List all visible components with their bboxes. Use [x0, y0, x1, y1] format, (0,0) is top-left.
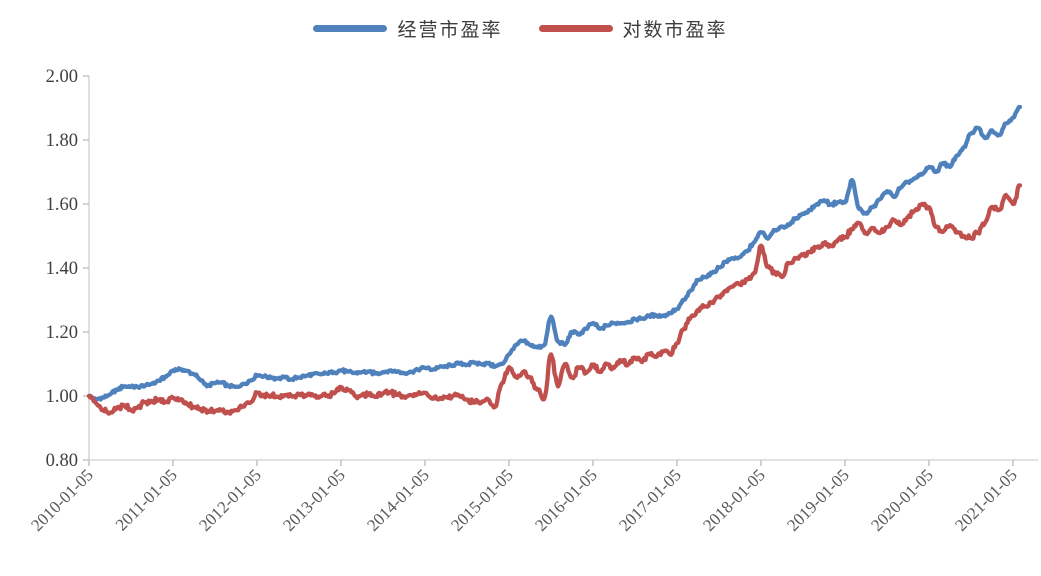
legend-label-operating-pe: 经营市盈率: [397, 20, 503, 41]
x-tick-label: 2018-01-05: [699, 465, 769, 535]
series-line-operating-pe: [86, 104, 1023, 402]
y-tick-label: 1.40: [46, 259, 78, 279]
chart-legend: 经营市盈率 对数市盈率: [0, 15, 1041, 42]
x-tick-label: 2015-01-05: [447, 465, 517, 535]
x-tick-label: 2017-01-05: [615, 465, 685, 535]
y-tick-label: 1.20: [46, 323, 78, 343]
x-tick-label: 2012-01-05: [195, 465, 265, 535]
x-tick-label: 2019-01-05: [783, 465, 853, 535]
y-tick-label: 0.80: [46, 451, 78, 471]
x-tick-label: 2011-01-05: [112, 465, 181, 534]
legend-item-operating-pe: 经营市盈率: [313, 15, 502, 42]
y-tick-label: 1.80: [46, 131, 78, 151]
x-tick-label: 2014-01-05: [363, 465, 433, 535]
legend-swatch-red-line: [538, 25, 613, 32]
x-tick-label: 2010-01-05: [27, 465, 97, 535]
legend-label-log-pe: 对数市盈率: [622, 20, 728, 41]
x-tick-label: 2016-01-05: [531, 465, 601, 535]
x-tick-label: 2013-01-05: [279, 465, 349, 535]
y-tick-label: 1.60: [46, 195, 78, 215]
legend-swatch-blue-line: [313, 25, 388, 32]
series-line-log-pe: [86, 183, 1023, 416]
y-tick-label: 2.00: [46, 67, 78, 87]
legend-item-log-pe: 对数市盈率: [538, 15, 728, 42]
x-tick-label: 2020-01-05: [867, 465, 937, 535]
y-tick-label: 1.00: [46, 387, 78, 407]
x-tick-label: 2021-01-05: [951, 465, 1021, 535]
